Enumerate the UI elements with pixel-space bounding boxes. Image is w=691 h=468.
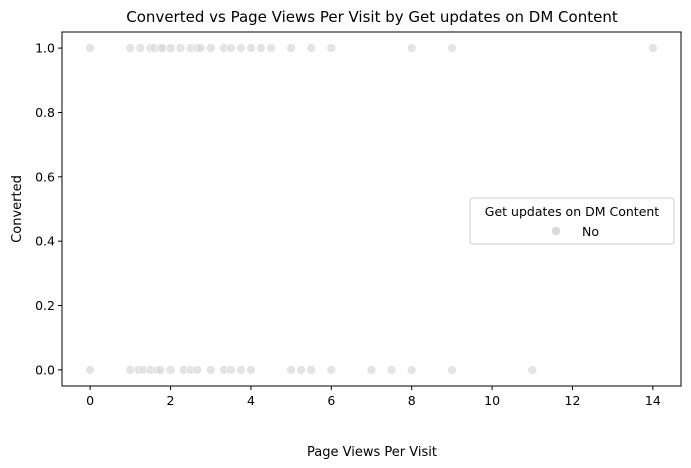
- data-point: [246, 43, 256, 53]
- data-point: [406, 365, 417, 375]
- legend-label-no: No: [582, 224, 599, 239]
- x-tick-label: 6: [327, 393, 335, 408]
- x-tick-label: 8: [408, 393, 416, 408]
- data-point: [155, 365, 166, 375]
- data-point: [648, 43, 658, 53]
- data-point: [226, 365, 236, 375]
- x-tick-label: 0: [86, 393, 94, 408]
- data-point: [205, 365, 216, 375]
- x-tick-label: 4: [247, 393, 255, 408]
- data-point: [447, 43, 457, 53]
- y-tick-label: 0.0: [35, 362, 55, 377]
- y-tick-label: 0.4: [35, 234, 55, 249]
- y-tick-label: 1.0: [35, 41, 55, 56]
- data-point: [306, 43, 317, 53]
- data-point: [296, 365, 306, 375]
- legend-marker-no: [551, 226, 561, 236]
- y-tick-label: 0.6: [35, 169, 55, 184]
- data-point: [326, 43, 337, 53]
- data-point: [306, 365, 317, 375]
- data-point: [236, 365, 246, 375]
- x-axis-ticks: 0 2 4 6 8 10 12 14: [86, 386, 661, 408]
- plot-area-frame: [61, 31, 682, 387]
- data-point: [386, 365, 397, 375]
- x-tick-label: 10: [484, 393, 500, 408]
- data-point: [286, 365, 296, 375]
- y-tick-label: 0.2: [35, 298, 55, 313]
- data-point: [135, 43, 146, 53]
- data-point: [266, 43, 276, 53]
- data-point: [256, 43, 266, 53]
- x-tick-label: 14: [645, 393, 661, 408]
- data-point: [246, 365, 256, 375]
- legend-frame: [469, 197, 675, 245]
- y-axis-ticks: 0.0 0.2 0.4 0.6 0.8 1.0: [35, 41, 62, 377]
- data-point: [175, 43, 186, 53]
- data-point: [165, 43, 176, 53]
- y-axis-label: Converted: [10, 175, 25, 243]
- data-point: [447, 365, 457, 375]
- data-point: [85, 365, 95, 375]
- data-point: [226, 43, 236, 53]
- data-point: [205, 43, 216, 53]
- data-point: [85, 43, 95, 53]
- data-point: [406, 43, 417, 53]
- x-tick-label: 12: [565, 393, 581, 408]
- data-point: [236, 43, 246, 53]
- chart-title: Converted vs Page Views Per Visit by Get…: [126, 8, 618, 26]
- data-point: [192, 365, 203, 375]
- y-tick-label: 0.8: [35, 105, 55, 120]
- x-axis-label: Page Views Per Visit: [307, 445, 437, 460]
- legend: Get updates on DM Content No: [469, 197, 675, 245]
- data-point: [366, 365, 377, 375]
- data-point: [165, 365, 176, 375]
- data-point: [527, 365, 538, 375]
- x-tick-label: 2: [167, 393, 175, 408]
- data-points: [85, 43, 658, 375]
- legend-title: Get updates on DM Content: [485, 204, 660, 219]
- data-point: [125, 43, 136, 53]
- data-point: [157, 43, 168, 53]
- data-point: [326, 365, 337, 375]
- data-point: [125, 365, 136, 375]
- data-point: [195, 43, 206, 53]
- data-point: [286, 43, 296, 53]
